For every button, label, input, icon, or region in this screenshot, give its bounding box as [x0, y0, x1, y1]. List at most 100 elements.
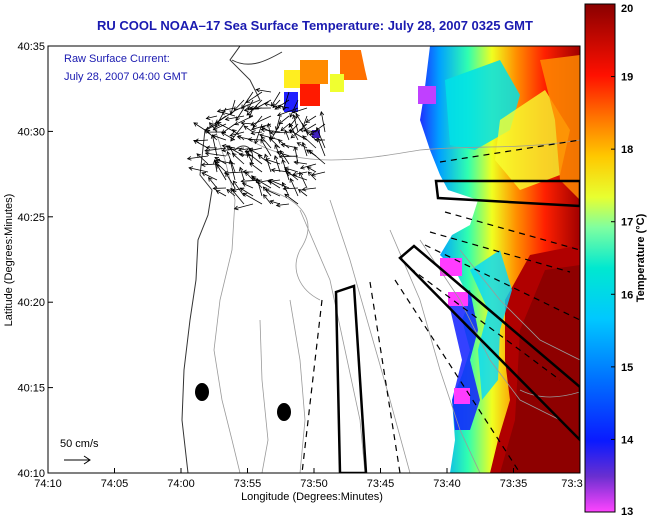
current-vector: [248, 148, 263, 157]
current-vector-head: [292, 109, 298, 114]
current-vector-head: [299, 171, 304, 177]
current-vector: [277, 107, 299, 116]
x-tick-label: 73:45: [367, 478, 395, 490]
colorbar-tick-label: 19: [621, 72, 633, 84]
current-vector-head: [214, 156, 220, 162]
current-vector: [305, 115, 317, 123]
current-vector-head: [310, 172, 316, 177]
current-vector: [215, 161, 227, 173]
current-vector-head: [306, 166, 312, 171]
current-vector-head: [228, 159, 234, 165]
current-vector: [217, 107, 236, 112]
current-vector: [293, 115, 299, 133]
current-vector-head: [238, 166, 244, 172]
y-tick-label: 40:35: [17, 41, 45, 53]
current-vector: [308, 149, 326, 165]
current-vector-head: [258, 133, 264, 138]
current-vector-head: [239, 187, 245, 192]
current-vector-head: [260, 136, 266, 141]
current-vector: [251, 131, 263, 134]
current-vector: [238, 147, 254, 151]
current-vector-head: [289, 112, 294, 118]
current-vector-head: [230, 136, 235, 142]
current-vector-head: [250, 121, 256, 126]
current-vector-head: [243, 107, 249, 113]
current-vector-head: [201, 172, 207, 177]
current-vector-head: [257, 154, 263, 160]
current-vector-head: [205, 115, 211, 120]
current-vector: [300, 163, 317, 169]
plot-area: [48, 46, 580, 473]
current-vector-head: [277, 104, 282, 109]
sst-coastal-red: [300, 84, 320, 106]
current-vector-head: [309, 130, 315, 136]
current-vector-head: [284, 129, 289, 135]
current-vector-head: [254, 139, 259, 145]
current-vector-head: [205, 129, 211, 135]
y-tick-label: 40:20: [17, 297, 45, 309]
current-vector: [250, 115, 272, 126]
current-vector: [274, 99, 290, 110]
current-vector-head: [244, 171, 250, 176]
current-vector: [221, 111, 236, 117]
current-vector-head: [301, 141, 306, 147]
current-vector: [260, 139, 272, 157]
current-vector: [251, 176, 272, 189]
current-vector: [265, 189, 281, 197]
current-vector-head: [285, 171, 291, 177]
sst-cyan-band: [470, 250, 512, 400]
current-vector: [256, 89, 272, 93]
current-vector: [243, 125, 254, 133]
current-vector: [195, 139, 209, 142]
current-vector: [277, 105, 290, 109]
current-vector-head: [208, 122, 214, 127]
current-vector-head: [200, 162, 206, 168]
current-vector-head: [230, 187, 235, 193]
current-vector: [306, 131, 317, 141]
current-vector-head: [250, 130, 256, 136]
current-vector-head: [250, 126, 256, 131]
current-vector: [222, 147, 245, 151]
current-vector: [245, 147, 263, 153]
current-vector: [302, 187, 317, 191]
current-vector: [275, 115, 281, 131]
current-vector-head: [279, 149, 285, 155]
current-vector-head: [243, 125, 249, 130]
current-vector-head: [225, 145, 231, 150]
sst-field: [284, 46, 580, 473]
current-vector-head: [221, 144, 227, 149]
current-vector-head: [308, 149, 314, 155]
current-vector: [232, 129, 245, 141]
scale-arrow: [64, 455, 91, 465]
current-vector-head: [281, 181, 286, 187]
current-vector: [208, 177, 218, 189]
current-vector: [230, 123, 245, 142]
current-vector: [261, 136, 272, 149]
current-vector-head: [188, 166, 194, 171]
current-vector: [235, 107, 245, 121]
current-vector-head: [193, 122, 198, 127]
current-vector: [232, 180, 245, 197]
current-vector: [299, 129, 317, 133]
current-vectors: [186, 87, 326, 211]
current-vector-head: [260, 127, 266, 133]
y-tick-label: 40:10: [17, 468, 45, 480]
current-vector: [239, 167, 245, 181]
y-axis: 40:10 40:15 40:20 40:25 40:30 40:35: [17, 41, 53, 480]
current-vector-head: [215, 190, 221, 195]
current-vector-head: [244, 150, 250, 156]
current-vector-head: [224, 116, 230, 122]
current-vector-head: [268, 179, 274, 184]
current-vector: [290, 123, 308, 139]
current-vector-head: [270, 167, 276, 173]
current-vector-head: [297, 188, 303, 194]
x-axis: 74:10 74:05 74:00 73:55 73:50 73:45 73:40 73:35…: [34, 468, 583, 490]
current-vector: [264, 154, 272, 173]
current-vector-head: [238, 152, 244, 157]
sst-magenta-patch-5: [454, 388, 470, 404]
current-vector: [269, 179, 290, 189]
x-tick-label: 74:00: [167, 478, 195, 490]
current-vector-head: [296, 142, 302, 147]
current-vector-head: [305, 131, 311, 136]
current-vector-head: [290, 133, 296, 139]
